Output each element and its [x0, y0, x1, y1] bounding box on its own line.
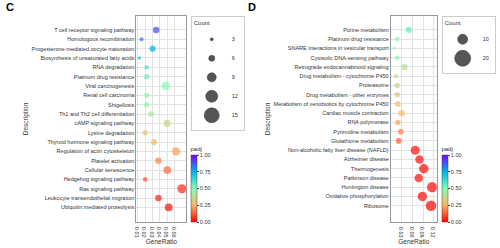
svg-text:Ribosome: Ribosome [364, 203, 389, 209]
svg-text:0.03: 0.03 [398, 227, 404, 238]
svg-text:Homologous recombination: Homologous recombination [67, 36, 134, 42]
svg-text:0.06: 0.06 [171, 227, 177, 238]
svg-text:Th1 and Th2 cell differentiati: Th1 and Th2 cell differentiation [59, 111, 134, 117]
svg-text:GeneRatio: GeneRatio [146, 238, 177, 245]
svg-text:Platinum drug resistance: Platinum drug resistance [328, 36, 389, 42]
svg-text:Alzheimer disease: Alzheimer disease [344, 156, 389, 162]
svg-text:0.75: 0.75 [451, 169, 462, 175]
svg-text:0.00: 0.00 [451, 219, 462, 225]
svg-text:Platelet activation: Platelet activation [91, 158, 134, 164]
svg-text:Oxidative phosphorylation: Oxidative phosphorylation [325, 193, 388, 199]
svg-text:Ras signaling pathway: Ras signaling pathway [79, 186, 134, 192]
svg-text:padj: padj [441, 146, 452, 152]
svg-text:padj: padj [190, 146, 201, 152]
svg-text:Non-alcoholic fatty liver dise: Non-alcoholic fatty liver disease (NAFLD… [288, 147, 389, 153]
svg-text:SNARE interactions in vesicula: SNARE interactions in vesicular transpor… [288, 45, 389, 51]
svg-text:GeneRatio: GeneRatio [398, 238, 429, 245]
svg-text:Hedgehog signaling pathway: Hedgehog signaling pathway [64, 176, 135, 182]
svg-text:Lysine degradation: Lysine degradation [88, 130, 134, 136]
svg-text:10: 10 [483, 36, 489, 42]
svg-text:20: 20 [483, 55, 489, 61]
svg-text:0.25: 0.25 [451, 202, 462, 208]
svg-text:Viral carcinogenesis: Viral carcinogenesis [85, 83, 134, 89]
svg-text:12: 12 [232, 93, 238, 99]
svg-text:Platinum drug resistance: Platinum drug resistance [74, 74, 135, 80]
svg-text:Drug metabolism - cytochrome P: Drug metabolism - cytochrome P450 [299, 73, 388, 79]
svg-text:0.06: 0.06 [409, 227, 415, 238]
svg-text:Biosynthesis of unsaturated fa: Biosynthesis of unsaturated fatty acids [40, 55, 134, 61]
svg-text:D: D [248, 1, 256, 13]
svg-text:Cytosolic DNA-sensing pathway: Cytosolic DNA-sensing pathway [310, 55, 389, 61]
svg-text:Drug metabolism - other enzyme: Drug metabolism - other enzymes [306, 92, 389, 98]
svg-text:Description: Description [264, 102, 272, 135]
svg-text:Cellular senescence: Cellular senescence [85, 167, 135, 173]
svg-text:0.12: 0.12 [430, 227, 436, 238]
svg-text:Purine metabolism: Purine metabolism [343, 27, 389, 33]
svg-text:15: 15 [232, 112, 238, 118]
svg-text:Metabolism of xenobiotics by c: Metabolism of xenobiotics by cytochrome … [274, 101, 389, 107]
svg-text:1.00: 1.00 [451, 152, 462, 158]
svg-text:C: C [6, 1, 14, 13]
svg-text:Regulation of actin cytoskelet: Regulation of actin cytoskeleton [57, 148, 135, 154]
svg-text:Huntington disease: Huntington disease [342, 184, 389, 190]
svg-text:Progesterone-mediated oocyte m: Progesterone-mediated oocyte maturation [32, 46, 135, 52]
svg-text:Cardiac muscle contraction: Cardiac muscle contraction [322, 110, 388, 116]
svg-text:0.00: 0.00 [200, 219, 211, 225]
svg-text:Proteasome: Proteasome [359, 82, 389, 88]
svg-text:RNA polymerase: RNA polymerase [347, 119, 388, 125]
svg-text:0.03: 0.03 [149, 227, 155, 238]
svg-text:0.09: 0.09 [419, 227, 425, 238]
svg-text:1.00: 1.00 [200, 152, 211, 158]
svg-text:Glutathione metabolism: Glutathione metabolism [331, 138, 389, 144]
svg-text:Thermogenesis: Thermogenesis [351, 166, 389, 172]
svg-text:Renal cell carcinoma: Renal cell carcinoma [83, 92, 135, 98]
svg-text:RNA degradation: RNA degradation [92, 64, 134, 70]
svg-text:Ubiquitin mediated proteolysis: Ubiquitin mediated proteolysis [61, 204, 135, 210]
svg-text:3: 3 [232, 36, 235, 42]
svg-text:0.75: 0.75 [200, 169, 211, 175]
svg-text:T cell receptor signaling path: T cell receptor signaling pathway [54, 27, 134, 33]
svg-text:Retrograde endocannabinoid sig: Retrograde endocannabinoid signaling [295, 64, 389, 70]
svg-text:0.02: 0.02 [141, 227, 147, 238]
svg-text:Shigellosis: Shigellosis [108, 102, 135, 108]
svg-text:Pyrimidine metabolism: Pyrimidine metabolism [333, 129, 389, 135]
svg-text:Thyroid hormone signaling path: Thyroid hormone signaling pathway [47, 139, 134, 145]
svg-text:Leukocyte transendothelial mig: Leukocyte transendothelial migration [45, 195, 135, 201]
svg-text:0.50: 0.50 [200, 185, 211, 191]
svg-text:9: 9 [232, 74, 235, 80]
svg-text:Parkinson disease: Parkinson disease [344, 175, 389, 181]
svg-text:6: 6 [232, 55, 235, 61]
svg-text:Description: Description [22, 102, 30, 135]
svg-text:Count: Count [445, 20, 461, 26]
svg-text:cAMP signaling pathway: cAMP signaling pathway [74, 120, 134, 126]
svg-text:0.01: 0.01 [134, 227, 140, 238]
svg-text:0.04: 0.04 [156, 227, 162, 238]
svg-text:0.50: 0.50 [451, 185, 462, 191]
svg-text:0.25: 0.25 [200, 202, 211, 208]
svg-text:0.05: 0.05 [163, 227, 169, 238]
svg-text:Count: Count [194, 20, 210, 26]
